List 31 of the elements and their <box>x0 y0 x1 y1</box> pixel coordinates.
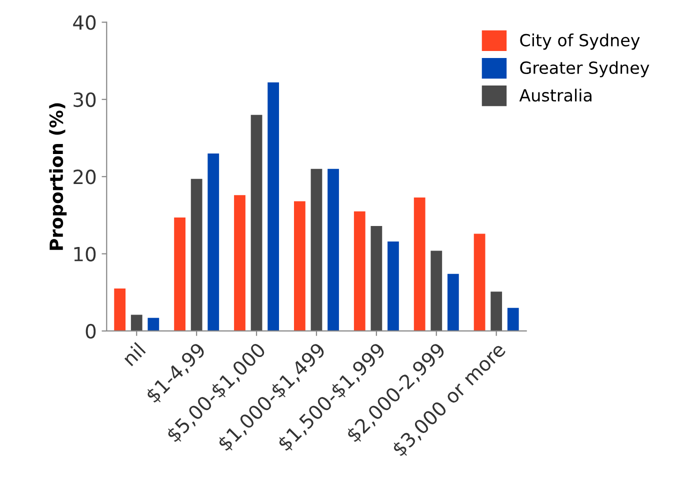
y-tick-label: 10 <box>74 246 96 262</box>
y-tick-label: 20 <box>74 170 96 184</box>
bar <box>310 168 322 331</box>
legend-label: City of Sydney <box>520 34 640 50</box>
bar <box>370 226 382 331</box>
bar <box>447 274 459 331</box>
bar <box>328 168 339 331</box>
x-tick-label: nil <box>122 342 146 366</box>
bar <box>354 211 366 331</box>
bar <box>130 314 142 331</box>
bar <box>414 197 426 331</box>
bar <box>388 241 399 331</box>
legend-label: Australia <box>519 88 592 102</box>
y-tick-label: 40 <box>73 15 96 30</box>
bar <box>507 308 519 331</box>
bar <box>474 234 486 331</box>
bar <box>250 114 262 331</box>
bar <box>294 201 306 331</box>
bar <box>114 288 126 331</box>
bar <box>430 250 442 331</box>
bar <box>490 292 502 331</box>
bar <box>190 178 202 331</box>
bar <box>234 195 246 331</box>
bar <box>208 153 220 331</box>
bar <box>174 218 186 331</box>
y-tick-label: 30 <box>74 92 96 108</box>
bar <box>268 82 280 331</box>
legend-label: Greater Sydney <box>520 61 650 78</box>
y-axis-title: Proportion (%) <box>49 103 67 250</box>
bar <box>148 318 160 331</box>
y-tick-label: 0 <box>86 324 96 339</box>
